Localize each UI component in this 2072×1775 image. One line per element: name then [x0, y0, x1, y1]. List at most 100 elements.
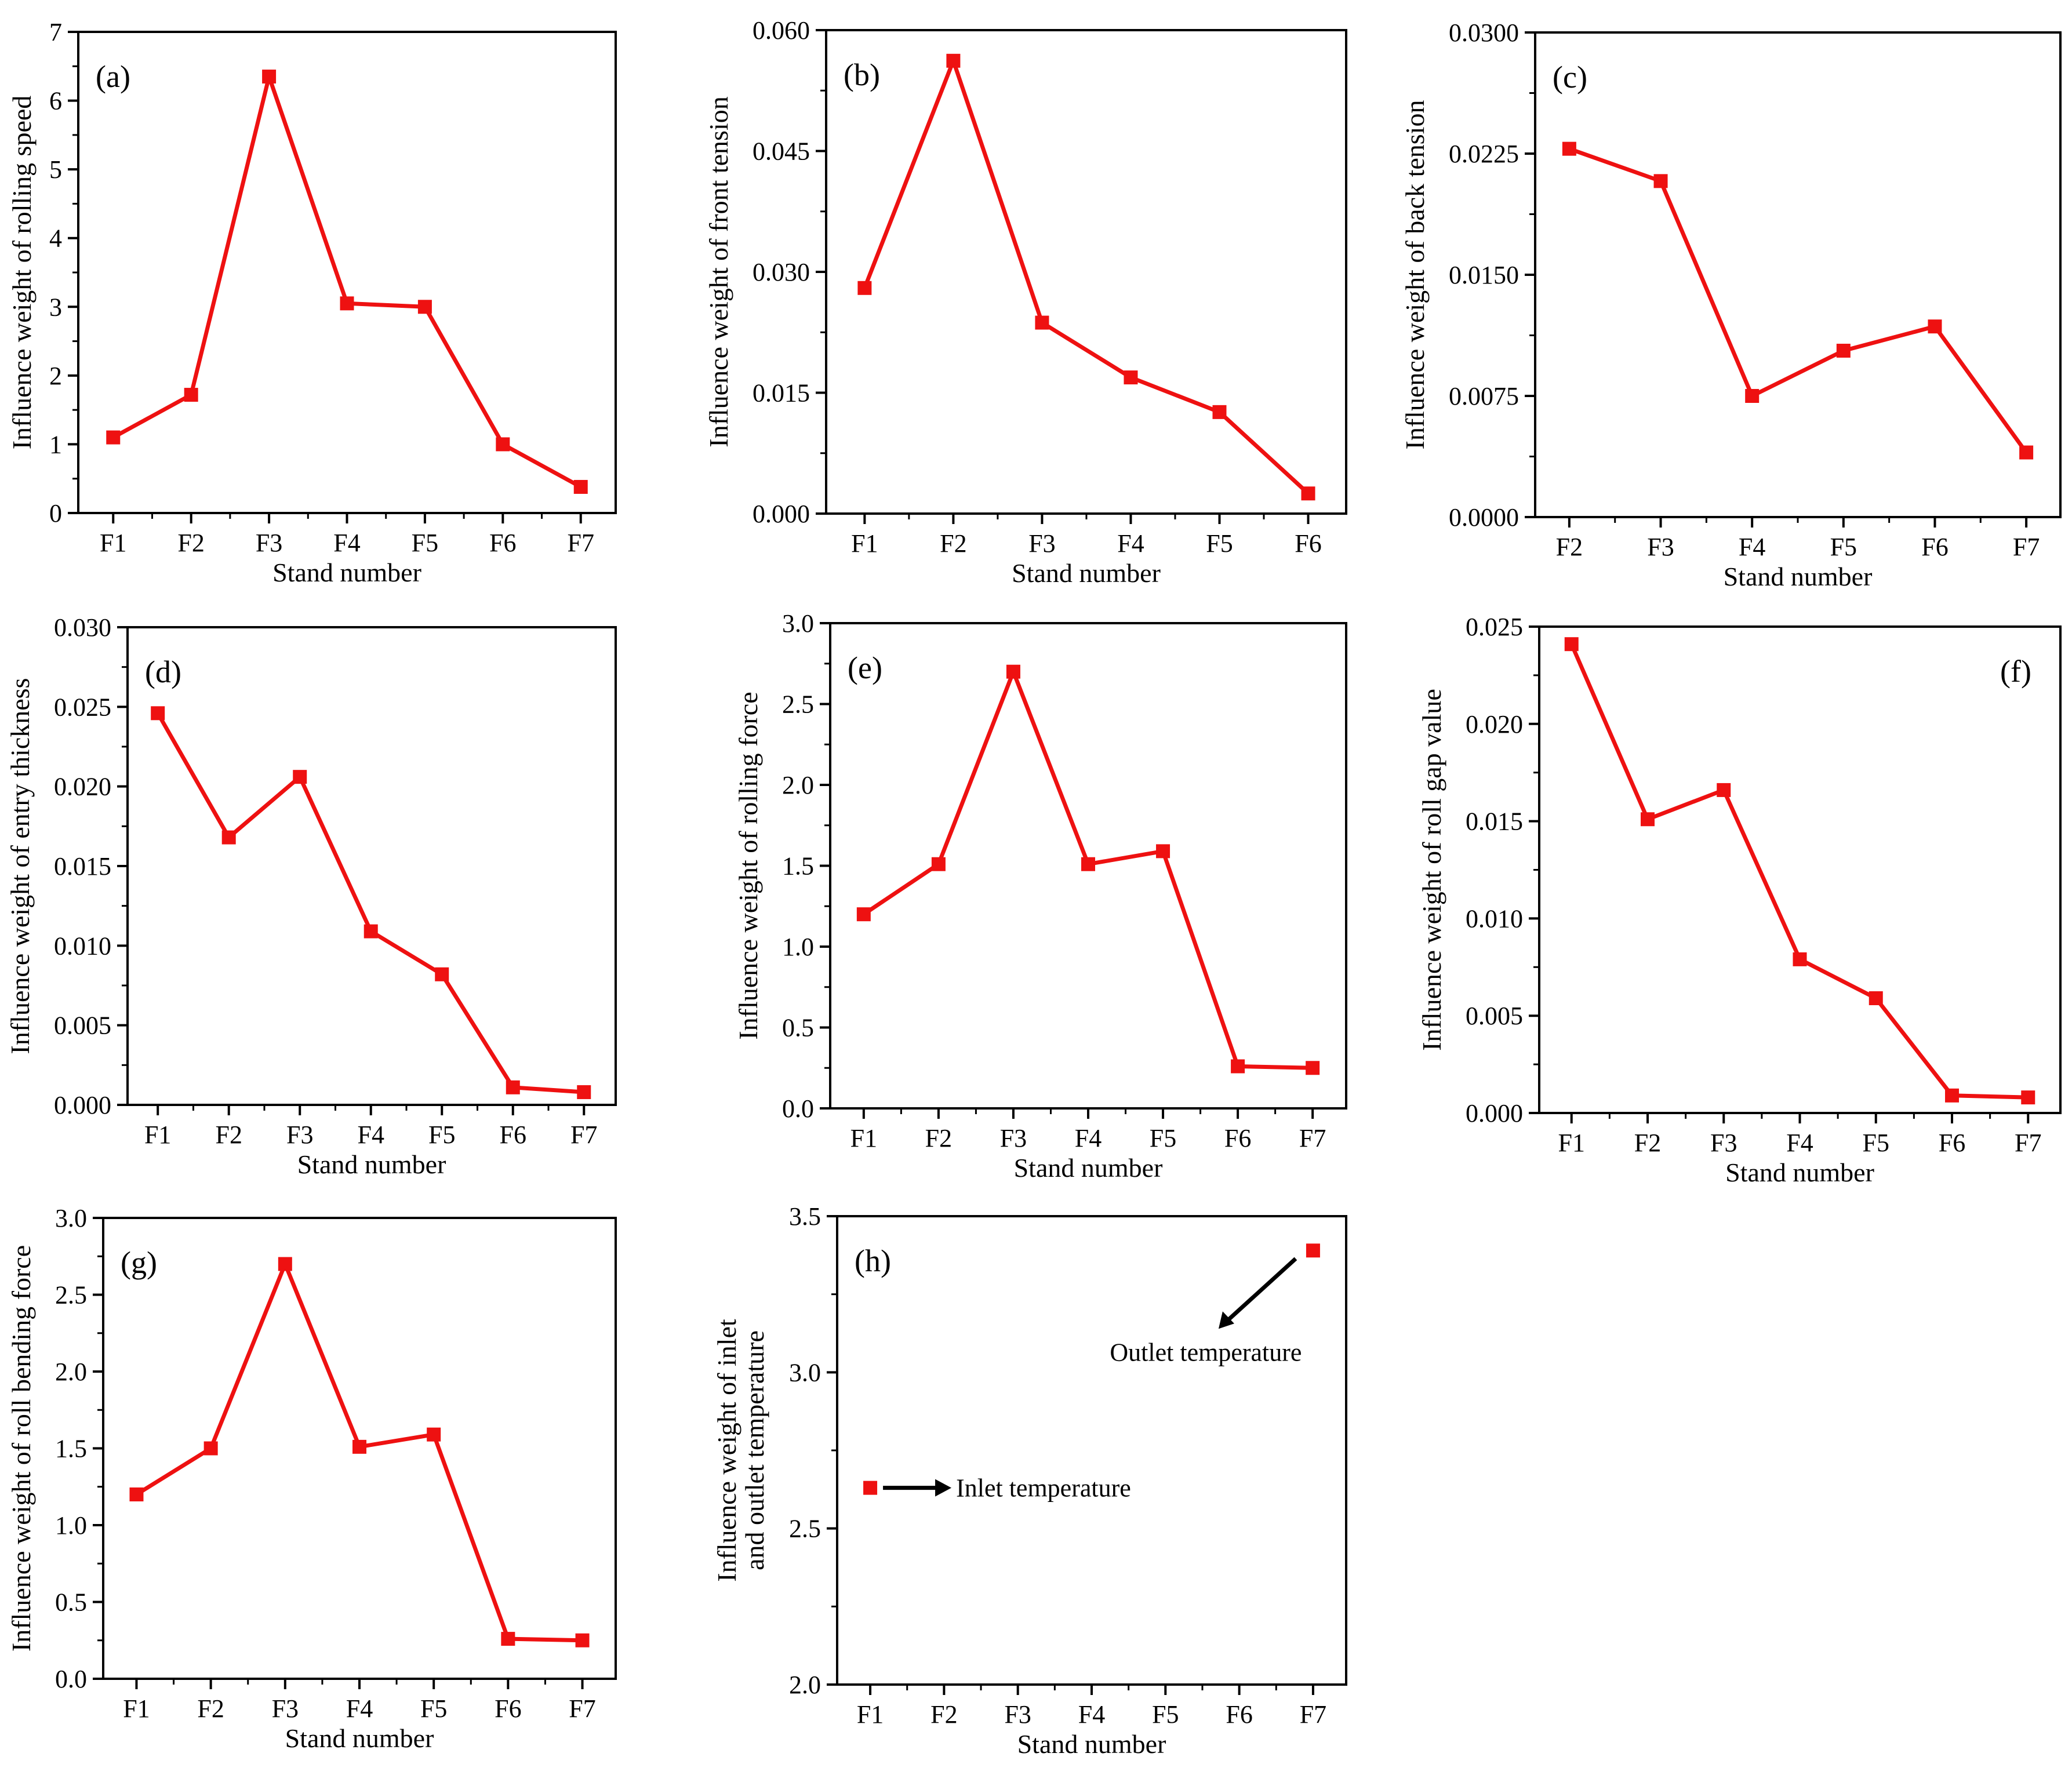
data-point-f7: [1306, 1243, 1320, 1258]
x-axis-label: Stand number: [297, 1150, 446, 1179]
y-tick-label: 5: [49, 155, 62, 184]
y-tick-label: 2.5: [789, 1515, 821, 1543]
x-tick-label: F2: [940, 529, 966, 558]
panel-a: 0 1 2 3 4 5 6 7 F1 F2 F3 F4 F5 F6 F7 Stand number Influe…: [7, 18, 617, 587]
x-axis-label: Stand number: [1012, 558, 1161, 588]
plot-frame: [1538, 625, 2062, 1114]
x-tick-label: F6: [1226, 1700, 1252, 1729]
data-point-f5: [427, 1427, 441, 1442]
plot-frame: [126, 626, 617, 1106]
data-point-f6: [1231, 1059, 1245, 1074]
y-axis-label: and outlet temperature: [740, 1330, 769, 1570]
plot-frame: [825, 29, 1347, 515]
data-point-f6: [1928, 319, 1942, 334]
data-point-f4: [1124, 370, 1138, 385]
y-tick-label: 0.000: [1466, 1099, 1523, 1127]
x-axis-label: Stand number: [272, 558, 421, 587]
x-axis-label: Stand number: [1724, 562, 1873, 591]
annotation-label: Inlet temperature: [956, 1474, 1131, 1503]
series-line: [112, 74, 582, 489]
x-tick-label: F1: [100, 529, 126, 557]
y-tick-label: 1.0: [782, 933, 814, 961]
x-tick-label: F4: [1078, 1700, 1105, 1729]
series-line: [863, 59, 1310, 495]
y-tick-label: 3.0: [55, 1204, 87, 1232]
y-tick-label: 0.0: [782, 1094, 814, 1123]
data-point-f2: [203, 1441, 218, 1456]
panel-h: 2.0 2.5 3.0 3.5 F1 F2 F3 F4 F5 F6 F7 Stand number In…: [712, 1202, 1347, 1759]
data-point-f4: [352, 1439, 366, 1454]
y-tick-label: 0.010: [1466, 904, 1523, 933]
data-point-f3: [293, 770, 307, 784]
data-point-f6: [496, 437, 510, 452]
x-tick-label: F3: [272, 1694, 299, 1723]
y-tick-label: 0.015: [753, 379, 810, 408]
data-point-f3: [1653, 174, 1668, 188]
x-axis-label: Stand number: [1017, 1729, 1166, 1759]
series-line: [156, 712, 584, 1094]
y-tick-label: 6: [49, 87, 62, 115]
data-point-f1: [151, 706, 165, 721]
x-tick-label: F5: [428, 1121, 455, 1149]
x-tick-label: F4: [1739, 533, 1765, 561]
y-tick-label: 3.5: [789, 1202, 821, 1231]
x-tick-label: F5: [1863, 1129, 1889, 1157]
data-point-f7: [575, 1633, 590, 1647]
data-point-f1: [863, 1481, 878, 1495]
y-tick-label: 2.0: [789, 1671, 821, 1699]
y-axis-label: Influence weight of entry thickness: [5, 678, 35, 1054]
x-tick-label: F5: [412, 529, 438, 557]
y-tick-label: 0.005: [54, 1012, 111, 1040]
x-tick-label: F3: [286, 1121, 313, 1149]
panel-label: (b): [844, 57, 880, 92]
x-tick-label: F4: [333, 529, 360, 557]
y-axis-label: Influence weight of rolling speed: [7, 96, 37, 450]
data-point-f4: [1081, 857, 1095, 871]
data-point-f2: [931, 857, 946, 871]
panel-label: (d): [145, 654, 181, 689]
data-point-f4: [340, 296, 354, 311]
panel-f: 0.000 0.005 0.010 0.015 0.020 0.025 F1 F2 F3 F4 F5…: [1417, 613, 2062, 1187]
y-tick-label: 2.0: [782, 771, 814, 799]
x-tick-label: F2: [177, 529, 204, 557]
annotation-label: Outlet temperature: [1110, 1338, 1302, 1366]
x-tick-label: F7: [570, 1121, 597, 1149]
y-tick-label: 0.005: [1466, 1002, 1523, 1030]
y-tick-label: 1.0: [55, 1511, 87, 1540]
x-tick-label: F2: [1634, 1129, 1661, 1157]
y-tick-label: 1.5: [55, 1435, 87, 1463]
x-tick-label: F4: [1117, 529, 1144, 558]
x-tick-label: F3: [1004, 1700, 1031, 1729]
y-axis-label: Influence weight of roll bending force: [6, 1245, 36, 1652]
x-axis-label: Stand number: [1014, 1153, 1163, 1183]
data-point-f2: [221, 830, 236, 845]
y-tick-label: 2.5: [782, 690, 814, 719]
x-axis-label: Stand number: [1725, 1158, 1874, 1187]
data-point-f7: [2019, 445, 2034, 460]
data-point-f6: [1945, 1088, 1960, 1103]
y-tick-label: 0.5: [782, 1014, 814, 1042]
x-tick-label: F6: [1939, 1129, 1965, 1157]
data-point-f5: [435, 967, 449, 981]
x-tick-label: F7: [2015, 1129, 2041, 1157]
x-tick-label: F5: [1206, 529, 1233, 558]
x-axis-label: Stand number: [285, 1723, 434, 1753]
x-tick-label: F6: [1921, 533, 1948, 561]
y-tick-label: 3: [49, 293, 62, 321]
data-point-f4: [1793, 952, 1807, 966]
x-tick-label: F3: [256, 529, 282, 557]
data-point-f1: [857, 281, 872, 295]
y-tick-label: 0.0300: [1449, 19, 1519, 47]
x-tick-label: F7: [2013, 533, 2040, 561]
y-tick-label: 0.0000: [1449, 503, 1519, 532]
y-axis-label: Influence weight of front tension: [704, 96, 733, 447]
series-line: [1569, 643, 2029, 1100]
x-tick-label: F7: [569, 1694, 595, 1723]
x-tick-label: F7: [568, 529, 594, 557]
y-axis-label: Influence weight of roll gap value: [1417, 689, 1446, 1051]
panel-label: (f): [2000, 654, 2031, 689]
x-tick-label: F1: [851, 529, 878, 558]
data-point-f7: [577, 1085, 591, 1100]
y-tick-label: 0.030: [54, 613, 111, 642]
y-tick-label: 0.020: [54, 773, 111, 801]
